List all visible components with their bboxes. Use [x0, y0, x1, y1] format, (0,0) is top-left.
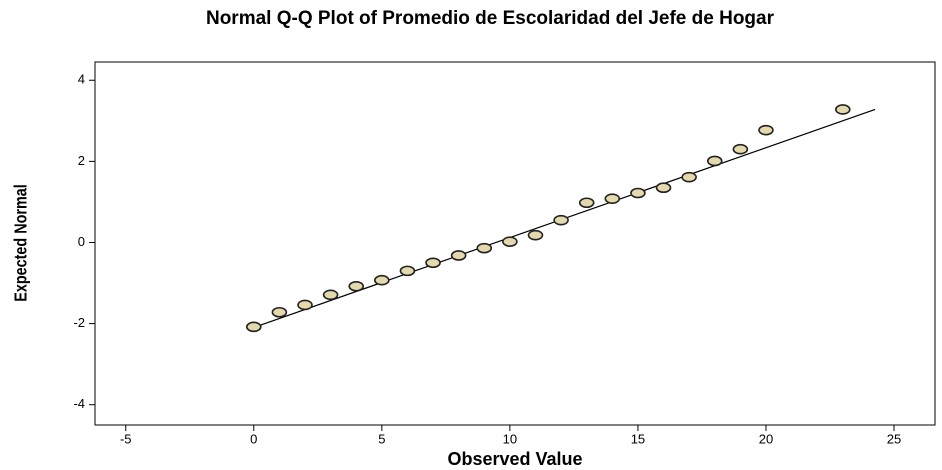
point	[271, 306, 288, 318]
point	[502, 236, 518, 247]
point	[476, 242, 493, 254]
point	[578, 197, 595, 209]
point	[835, 104, 851, 115]
point	[681, 171, 697, 183]
x-tick-label: 25	[887, 431, 901, 446]
point	[374, 274, 390, 286]
point	[450, 250, 467, 261]
point	[322, 289, 339, 301]
x-tick-label: 15	[631, 431, 645, 446]
point	[604, 193, 621, 204]
point	[527, 229, 544, 241]
point	[297, 299, 313, 311]
point	[425, 257, 441, 269]
x-tick-label: 5	[378, 431, 385, 446]
point	[706, 155, 723, 167]
point	[245, 321, 262, 333]
x-axis-label: Observed Value	[447, 449, 582, 469]
x-tick-label: 10	[503, 431, 517, 446]
point	[732, 143, 749, 155]
point	[553, 214, 569, 226]
y-tick-label: 2	[78, 153, 85, 168]
y-tick-label: 4	[78, 72, 85, 87]
chart-title: Normal Q-Q Plot of Promedio de Escolarid…	[206, 8, 775, 29]
point	[348, 280, 365, 292]
y-tick-label: -4	[73, 396, 85, 411]
point	[399, 265, 416, 277]
plot-frame	[94, 61, 936, 426]
x-tick-label: 0	[250, 431, 257, 446]
x-tick-label: 20	[759, 431, 773, 446]
point	[655, 182, 672, 194]
y-axis-label: Expected Normal	[11, 184, 31, 302]
x-tick-label: -5	[120, 431, 132, 446]
point	[630, 187, 646, 199]
y-tick-label: -2	[73, 315, 85, 330]
point	[758, 124, 774, 136]
y-tick-label: 0	[78, 234, 85, 249]
